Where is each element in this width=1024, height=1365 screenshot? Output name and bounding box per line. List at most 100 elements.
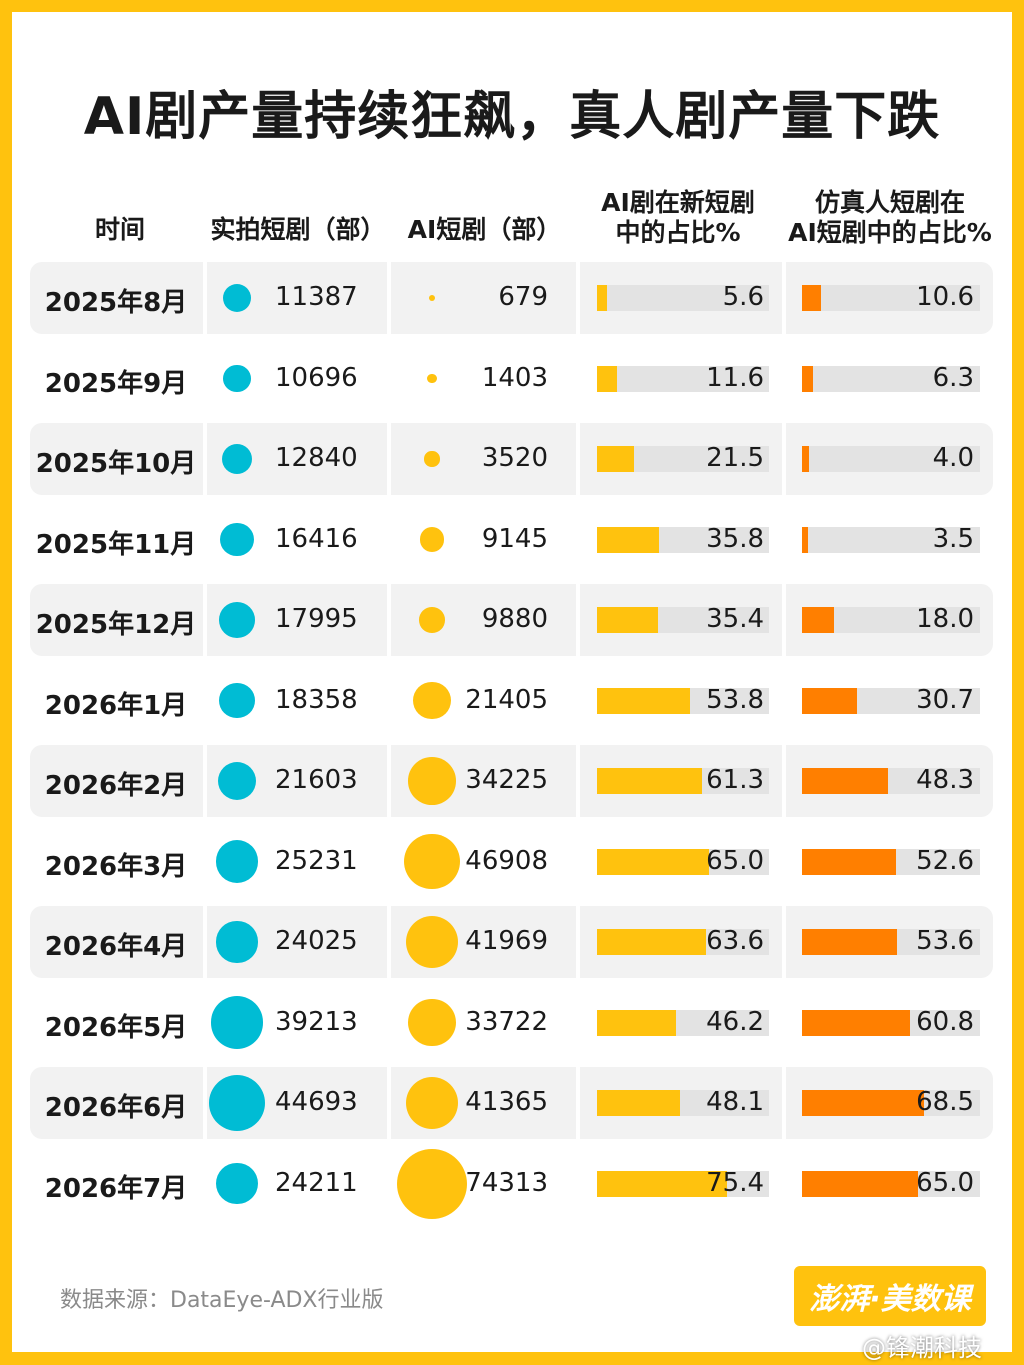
- sim-share-value: 30.7: [916, 684, 974, 715]
- column-separator: [782, 906, 786, 978]
- ai-share-bar: [597, 607, 658, 633]
- ai-count-dot: [428, 294, 436, 302]
- column-separator: [203, 584, 207, 656]
- ai-share-track: [597, 526, 769, 553]
- real-count-value: 10696: [275, 362, 358, 393]
- row-date: 2026年4月: [44, 932, 188, 962]
- sim-share-value: 18.0: [916, 604, 974, 634]
- column-separator: [576, 745, 580, 817]
- real-count-dot: [215, 840, 259, 883]
- sim-share-bar: [802, 768, 888, 794]
- real-count-dot: [217, 761, 257, 801]
- real-count-value: 11387: [275, 282, 358, 312]
- row-date: 2026年1月: [44, 690, 188, 721]
- real-count-value: 44693: [275, 1087, 358, 1117]
- ai-count-value: 9880: [481, 604, 548, 634]
- header-sim-share-line2: AI短剧中的占比%: [788, 218, 992, 247]
- ai-count-dot: [397, 1148, 467, 1219]
- sim-share-track: [802, 526, 980, 553]
- ai-count-value: 3520: [481, 443, 548, 473]
- header-ai: AI短剧（部）: [392, 215, 577, 245]
- ai-share-value: 75.4: [706, 1167, 764, 1198]
- ai-share-bar: [597, 285, 607, 311]
- ai-share-value: 48.1: [706, 1087, 764, 1117]
- sim-share-track: [802, 446, 980, 472]
- ai-count-dot: [427, 373, 437, 384]
- sim-share-track: [802, 365, 980, 392]
- column-separator: [576, 423, 580, 495]
- real-count-value: 21603: [275, 765, 358, 795]
- ai-share-bar: [597, 365, 617, 392]
- ai-share-bar: [597, 848, 709, 875]
- column-separator: [387, 745, 391, 817]
- ai-count-dot: [408, 757, 456, 805]
- ai-share-track: [597, 446, 769, 472]
- column-separator: [203, 906, 207, 978]
- ai-share-value: 61.3: [706, 765, 764, 795]
- ai-count-value: 74313: [465, 1167, 548, 1198]
- column-separator: [203, 423, 207, 495]
- header-time: 时间: [72, 215, 168, 245]
- sim-share-value: 48.3: [916, 765, 974, 795]
- ai-count-dot: [413, 681, 451, 720]
- header-real: 实拍短剧（部）: [208, 215, 388, 245]
- ai-share-bar: [597, 446, 634, 472]
- sim-share-bar: [802, 687, 857, 714]
- ai-share-value: 5.6: [722, 282, 764, 312]
- column-separator: [576, 1067, 580, 1139]
- row-date: 2026年6月: [44, 1093, 188, 1123]
- real-count-dot: [216, 921, 258, 963]
- real-count-value: 17995: [275, 604, 358, 634]
- watermark: @锋潮科技: [862, 1334, 982, 1362]
- column-separator: [782, 584, 786, 656]
- real-count-dot: [216, 1162, 258, 1205]
- sim-share-value: 10.6: [916, 282, 974, 312]
- ai-share-bar: [597, 929, 707, 955]
- sim-share-track: [802, 1009, 980, 1036]
- sim-share-bar: [802, 1009, 911, 1036]
- ai-count-value: 46908: [465, 845, 548, 876]
- ai-count-dot: [404, 833, 460, 890]
- ai-share-track: [597, 285, 769, 311]
- real-count-dot: [221, 443, 252, 474]
- real-count-value: 12840: [275, 443, 358, 473]
- ai-count-dot: [424, 451, 440, 467]
- header-ai-share-line2: 中的占比%: [615, 218, 741, 247]
- header-ai-label: AI短剧（部）: [407, 215, 562, 244]
- real-count-value: 39213: [275, 1006, 358, 1037]
- ai-share-track: [597, 848, 769, 875]
- row-date: 2026年7月: [44, 1173, 188, 1204]
- ai-count-dot: [405, 915, 459, 969]
- sim-share-bar: [802, 1170, 918, 1197]
- sim-share-bar: [802, 1090, 924, 1116]
- page-title: AI剧产量持续狂飙，真人剧产量下跌: [83, 87, 941, 147]
- ai-share-bar: [597, 1170, 727, 1197]
- ai-share-bar: [597, 1009, 677, 1036]
- column-separator: [576, 584, 580, 656]
- sim-share-track: [802, 1090, 980, 1116]
- column-separator: [203, 262, 207, 334]
- column-separator: [782, 262, 786, 334]
- column-separator: [782, 1067, 786, 1139]
- row-date: 2026年2月: [44, 771, 188, 801]
- row-date: 2026年3月: [44, 851, 188, 882]
- sim-share-bar: [802, 929, 898, 955]
- ai-count-dot: [419, 527, 445, 552]
- ai-share-bar: [597, 768, 703, 794]
- column-separator: [576, 906, 580, 978]
- sim-share-track: [802, 1170, 980, 1197]
- sim-share-bar: [802, 526, 809, 553]
- ai-share-track: [597, 365, 769, 392]
- ai-count-value: 9145: [481, 523, 548, 554]
- ai-count-value: 34225: [465, 765, 548, 795]
- ai-count-value: 41365: [465, 1087, 548, 1117]
- sim-share-bar: [802, 365, 814, 392]
- real-count-value: 24025: [275, 926, 358, 956]
- real-count-value: 16416: [275, 523, 358, 554]
- real-count-dot: [222, 283, 252, 313]
- real-count-dot: [210, 996, 264, 1049]
- ai-count-value: 41969: [465, 926, 548, 956]
- ai-share-value: 53.8: [706, 684, 764, 715]
- ai-count-value: 1403: [481, 362, 548, 393]
- ai-share-track: [597, 1170, 769, 1197]
